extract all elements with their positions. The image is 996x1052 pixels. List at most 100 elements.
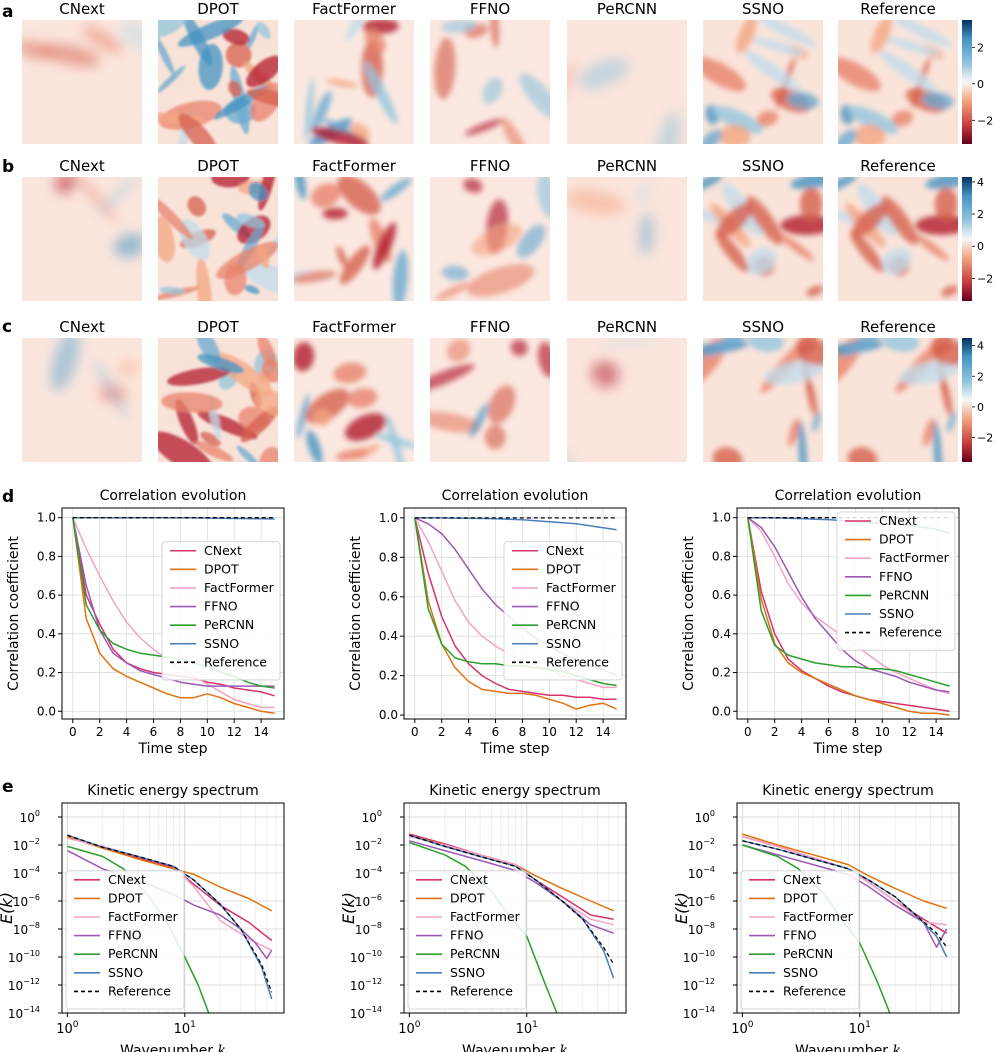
field-title-cnext: CNext (59, 157, 105, 175)
y-tick-label: 0.4 (37, 627, 56, 641)
x-axis-label: Time step (480, 741, 550, 757)
field-tile-ffno (430, 338, 550, 462)
y-tick-label: 0.2 (37, 666, 56, 680)
y-tick-label: 10−12 (683, 977, 715, 993)
y-tick-label: 10−8 (355, 921, 382, 937)
x-tick-label: 6 (150, 725, 158, 739)
tick-labels: 0 2 4 6 8 10 12 14 0.0 0.2 0.4 0.6 0.8 1.0 (379, 511, 611, 739)
x-tick-label: 4 (465, 725, 473, 739)
y-tick-label: 10−4 (688, 865, 715, 881)
y-tick-label: 10−8 (688, 921, 715, 937)
plot-d-1: Correlation evolution 0 2 4 6 8 10 12 14 0.0 0.2 0.… (6, 488, 285, 757)
legend-label-factformer: FactFormer (450, 909, 521, 924)
field-title-factformer: FactFormer (312, 0, 397, 18)
y-tick-label: 0.6 (712, 588, 731, 602)
field-tile-factformer (294, 338, 414, 462)
legend-label-percnn: PeRCNN (108, 946, 158, 961)
legend-label-reference: Reference (879, 625, 942, 640)
tick-labels: 0 2 4 6 8 10 12 14 0.0 0.2 0.4 0.6 0.8 1.0 (37, 511, 269, 739)
plot-d-3: Correlation evolution 0 2 4 6 8 10 12 14 0.0 0.2 0.… (681, 488, 960, 757)
x-axis-label: Wavenumber k (462, 1043, 568, 1052)
legend-label-ssno: SSNO (108, 965, 143, 980)
field-title-cnext: CNext (59, 0, 105, 18)
field-title-percnn: PeRCNN (597, 157, 657, 175)
legend: CNext DPOT FactFormer FFNO PeRCNN SSNO Referen… (65, 870, 185, 1010)
y-axis-label: E(k) (339, 892, 358, 924)
legend-label-cnext: CNext (108, 872, 146, 887)
plot-title: Correlation evolution (775, 488, 922, 504)
series-line-reference (742, 840, 948, 948)
x-tick-label: 2 (771, 725, 779, 739)
y-tick-label: 10−6 (13, 893, 40, 909)
x-tick-label: 8 (519, 725, 527, 739)
legend-label-ssno: SSNO (879, 606, 914, 621)
series-line-dpot (742, 833, 947, 910)
x-tick-label: 100 (398, 1020, 421, 1037)
field-rows: CNext DPOT FactFormer FFNO PeRCNN SSNO Referen… (22, 0, 993, 462)
field-tile-factformer (294, 177, 414, 301)
field-tile-cnext (22, 338, 142, 462)
x-tick-label: 0 (744, 725, 752, 739)
legend-label-factformer: FactFormer (783, 909, 854, 924)
x-tick-label: 100 (56, 1020, 79, 1037)
series-line-ffno (747, 517, 950, 693)
axes-frame (736, 507, 960, 720)
colorbar-tick: 4 (977, 176, 984, 189)
y-axis-label: Correlation coefficient (681, 536, 697, 691)
legend-label-cnext: CNext (546, 543, 584, 558)
field-title-percnn: PeRCNN (597, 0, 657, 18)
legend-label-dpot: DPOT (450, 890, 485, 905)
field-title-dpot: DPOT (197, 0, 239, 18)
x-axis-label: Time step (138, 741, 208, 757)
series-line-ssno (414, 517, 617, 531)
x-tick-label: 10 (875, 725, 890, 739)
legend-label-dpot: DPOT (879, 532, 914, 547)
legend-label-reference: Reference (204, 654, 267, 669)
legend-label-dpot: DPOT (546, 561, 581, 576)
y-tick-label: 0.4 (712, 627, 731, 641)
y-tick-label: 10−14 (350, 1005, 382, 1021)
field-title-ffno: FFNO (470, 0, 510, 18)
axes-frame (736, 802, 960, 1014)
y-tick-label: 0.8 (712, 549, 731, 563)
y-tick-label: 10−12 (8, 977, 40, 993)
x-tick-label: 101 (174, 1020, 196, 1037)
field-tile-cnext (22, 177, 142, 301)
legend-label-ffno: FFNO (879, 569, 913, 584)
y-tick-label: 0.0 (712, 704, 731, 718)
x-tick-label: 0 (69, 725, 77, 739)
x-tick-label: 4 (123, 725, 131, 739)
field-tile-dpot (158, 177, 278, 301)
panel-letter-e: e (2, 777, 14, 797)
field-tile-dpot (158, 20, 278, 144)
y-tick-label: 100 (362, 809, 382, 825)
legend-label-ssno: SSNO (546, 636, 581, 651)
y-axis-label: E(k) (0, 892, 16, 924)
y-tick-label: 0.0 (37, 704, 56, 718)
field-tile-dpot (158, 338, 278, 462)
x-axis-label: Wavenumber k (795, 1043, 901, 1052)
x-tick-label: 0 (411, 725, 419, 739)
y-tick-label: 10−10 (683, 949, 715, 965)
axes-frame (403, 507, 627, 720)
plot-title: Kinetic energy spectrum (762, 783, 934, 799)
field-title-ssno: SSNO (742, 157, 784, 175)
field-tile-reference (838, 177, 958, 301)
y-tick-label: 0.6 (37, 588, 56, 602)
x-tick-label: 8 (177, 725, 185, 739)
legend: CNext DPOT FactFormer FFNO PeRCNN SSNO Referen… (161, 541, 281, 681)
field-tile-ffno (430, 20, 550, 144)
x-tick-label: 14 (253, 725, 268, 739)
colorbar-tick: 2 (977, 208, 984, 221)
legend-label-ffno: FFNO (108, 928, 142, 943)
x-tick-label: 8 (852, 725, 860, 739)
field-title-reference: Reference (860, 157, 936, 175)
y-tick-label: 100 (695, 809, 715, 825)
colorbar-b: 4 2 0 −2 (962, 176, 993, 301)
field-tile-ssno (703, 177, 823, 301)
y-axis-label: Correlation coefficient (6, 536, 22, 691)
series-line-dpot (747, 517, 950, 716)
field-row-b: CNext DPOT FactFormer FFNO PeRCNN SSNO Referen… (22, 157, 993, 301)
y-tick-label: 0.2 (379, 669, 398, 683)
y-tick-label: 10−6 (355, 893, 382, 909)
